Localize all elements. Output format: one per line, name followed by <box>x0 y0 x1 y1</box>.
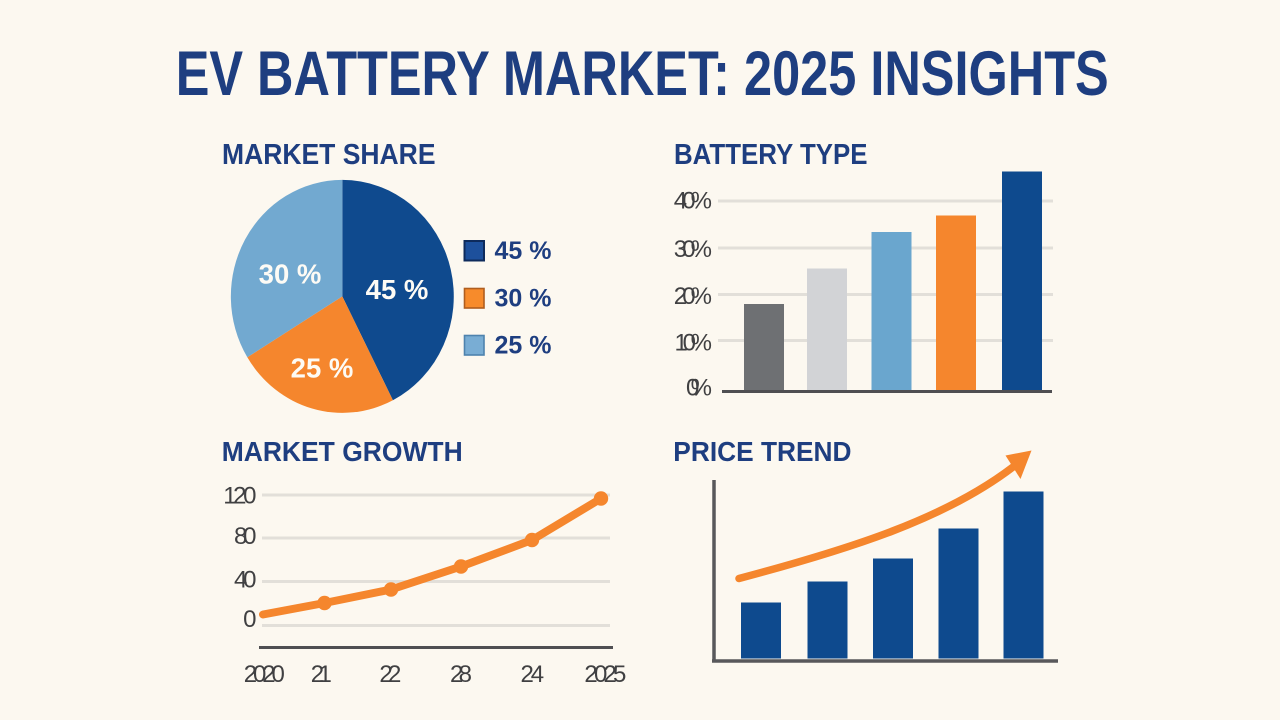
svg-text:28: 28 <box>450 661 472 688</box>
svg-text:21: 21 <box>311 661 332 688</box>
svg-text:10%: 10% <box>675 330 713 357</box>
svg-text:2025: 2025 <box>584 661 626 688</box>
svg-text:25 %: 25 % <box>495 332 552 360</box>
svg-text:22: 22 <box>379 661 401 688</box>
svg-text:0%: 0% <box>686 375 712 402</box>
svg-text:30 %: 30 % <box>259 259 322 290</box>
svg-text:BATTERY TYPE: BATTERY TYPE <box>674 139 868 171</box>
svg-text:20%: 20% <box>674 283 712 310</box>
svg-text:45 %: 45 % <box>366 274 429 305</box>
svg-text:2020: 2020 <box>244 661 285 688</box>
svg-text:80: 80 <box>234 523 257 550</box>
svg-text:EV BATTERY MARKET: 2025 INSIGH: EV BATTERY MARKET: 2025 INSIGHTS <box>176 39 1109 109</box>
svg-text:120: 120 <box>223 483 256 510</box>
svg-text:45 %: 45 % <box>495 237 552 265</box>
svg-text:30 %: 30 % <box>495 285 552 313</box>
svg-text:MARKET GROWTH: MARKET GROWTH <box>222 436 463 467</box>
svg-text:MARKET SHARE: MARKET SHARE <box>222 139 436 171</box>
svg-text:40: 40 <box>234 566 257 593</box>
svg-text:40%: 40% <box>674 188 712 215</box>
svg-text:30%: 30% <box>674 236 712 263</box>
svg-text:0: 0 <box>243 606 256 633</box>
svg-text:PRICE TREND: PRICE TREND <box>673 436 851 467</box>
svg-text:25 %: 25 % <box>291 353 354 384</box>
svg-text:24: 24 <box>521 661 545 688</box>
